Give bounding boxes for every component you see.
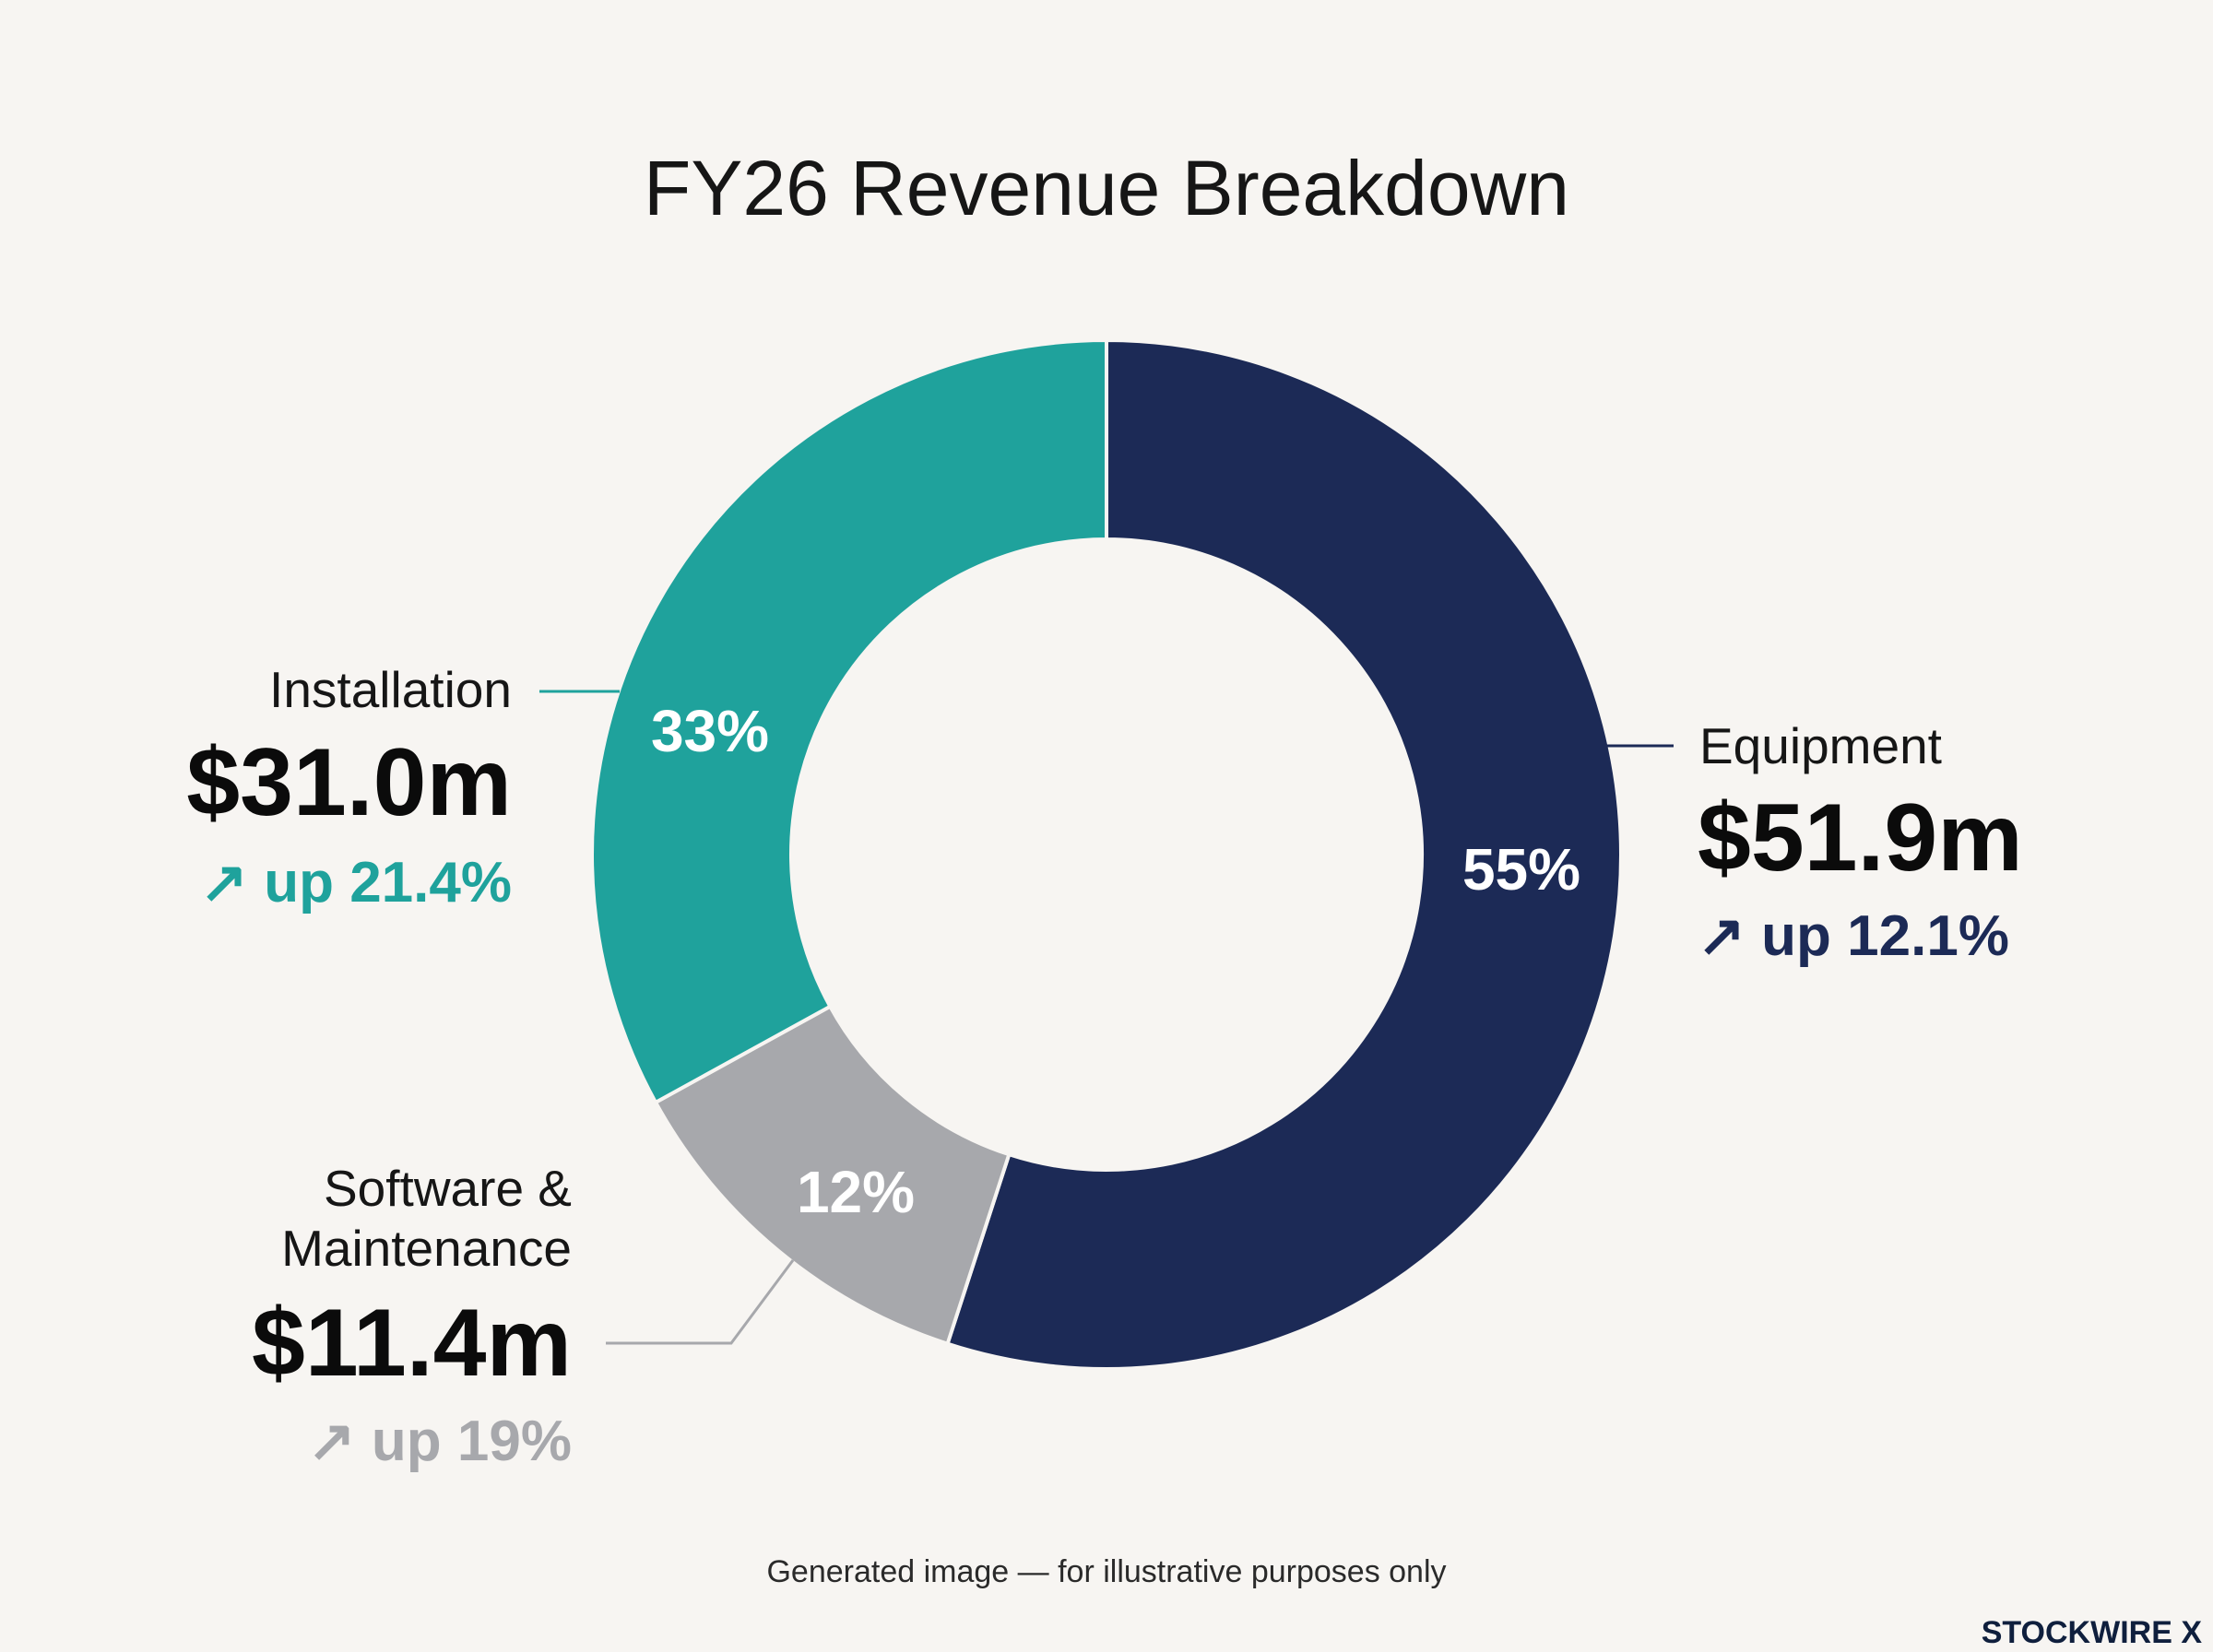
donut-slices: [590, 337, 1623, 1371]
footnote: Generated image — for illustrative purpo…: [766, 1554, 1446, 1589]
brand-logo: STOCKWIRE X: [1982, 1615, 2203, 1650]
category-label-equipment: Equipment: [1699, 717, 1942, 774]
percent-label-equipment: 55%: [1462, 836, 1580, 903]
chart-title: FY26 Revenue Breakdown: [644, 145, 1569, 231]
callout-software-maintenance: Software & Maintenance $11.4m ↗ up 19%: [252, 1160, 572, 1473]
callout-equipment: Equipment $51.9m ↗ up 12.1%: [1698, 717, 2023, 968]
growth-label-software-maintenance: ↗ up 19%: [308, 1410, 572, 1473]
donut-slice-software-maintenance: [653, 1004, 1012, 1347]
amount-label-installation: $31.0m: [186, 729, 512, 836]
leader-lines: [539, 690, 1674, 1345]
percent-label-installation: 33%: [651, 698, 769, 764]
leader-line-software-maintenance: [606, 1259, 795, 1345]
category-label-software-maintenance-line2: Maintenance: [281, 1220, 572, 1277]
growth-label-equipment: ↗ up 12.1%: [1698, 904, 2009, 968]
donut-slice-installation: [590, 337, 1108, 1105]
growth-label-installation: ↗ up 21.4%: [200, 851, 512, 914]
callout-installation: Installation $31.0m ↗ up 21.4%: [186, 661, 512, 914]
category-label-software-maintenance-line1: Software &: [324, 1160, 572, 1217]
amount-label-equipment: $51.9m: [1698, 785, 2023, 891]
donut-slice-equipment: [945, 337, 1623, 1371]
percent-labels: 55% 12% 33%: [651, 698, 1580, 1225]
percent-label-software-maintenance: 12%: [797, 1159, 915, 1225]
amount-label-software-maintenance: $11.4m: [252, 1290, 572, 1397]
category-label-installation: Installation: [269, 661, 512, 718]
